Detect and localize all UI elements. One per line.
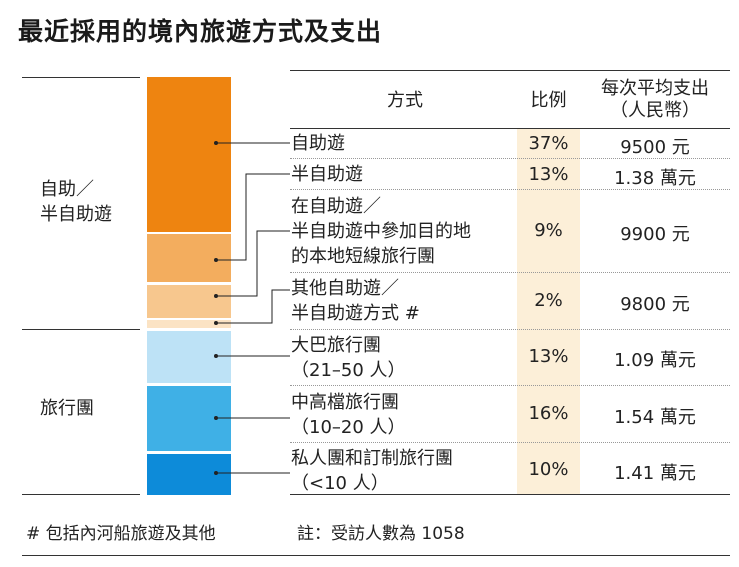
header-cost: 每次平均支出 （人民幣）	[580, 78, 730, 122]
header-cost-line2: （人民幣）	[610, 100, 700, 121]
group-label-self-guided-line2: 半自助遊	[40, 204, 112, 225]
row-method-line: 中高檔旅行團	[291, 392, 399, 413]
row-divider	[290, 442, 730, 443]
table-bottom-rule	[290, 494, 730, 495]
leader-dot-bus-tour	[214, 354, 218, 358]
group-label-self-guided-line1: 自助／	[40, 179, 94, 200]
row-cost-semi-self-guided: 1.38 萬元	[614, 168, 696, 189]
group-label-tour-group-line1: 旅行團	[40, 398, 94, 419]
row-method-line: 半自助遊	[291, 164, 363, 185]
row-divider	[290, 272, 730, 273]
row-pct-local-short-tour: 9%	[534, 220, 563, 241]
row-method-mid-high-tour: 中高檔旅行團 （10–20 人）	[291, 390, 406, 440]
leader-dot-self-guided	[214, 141, 218, 145]
row-method-other-self: 其他自助遊／ 半自助遊方式 #	[291, 276, 420, 326]
left-top-rule	[22, 77, 140, 78]
row-cost-mid-high-tour: 1.54 萬元	[614, 407, 696, 428]
footnote-sample-size: 註：受訪人數為 1058	[297, 524, 465, 544]
row-pct-private-tour: 10%	[528, 459, 569, 480]
row-method-private-tour: 私人團和訂制旅行團 （<10 人）	[291, 446, 453, 496]
row-divider	[290, 385, 730, 386]
page-title: 最近採用的境內旅遊方式及支出	[18, 17, 383, 46]
leader-dot-local-short-tour	[214, 294, 218, 298]
group-label-tour-group: 旅行團	[40, 396, 94, 421]
row-method-bus-tour: 大巴旅行團 （21–50 人）	[291, 333, 406, 383]
bar-segment-local-short-tour	[147, 285, 231, 318]
row-cost-other-self: 9800 元	[620, 294, 690, 315]
leader-line-local-short-tour	[216, 230, 290, 297]
row-cost-local-short-tour: 9900 元	[620, 224, 690, 245]
row-divider	[290, 158, 730, 159]
row-method-line: 自助遊	[291, 133, 345, 154]
row-pct-self-guided: 37%	[528, 133, 569, 154]
row-pct-bus-tour: 13%	[528, 346, 569, 367]
row-method-semi-self-guided: 半自助遊	[291, 162, 363, 187]
row-method-line: （<10 人）	[291, 473, 389, 494]
leader-line-other-self	[216, 289, 290, 324]
row-divider	[290, 329, 730, 330]
row-method-line: （10–20 人）	[291, 417, 406, 438]
leader-dot-semi-self-guided	[214, 258, 218, 262]
header-method: 方式	[387, 90, 423, 111]
row-cost-bus-tour: 1.09 萬元	[614, 350, 696, 371]
row-method-line: 半自助遊中參加目的地	[291, 221, 471, 242]
table-header-rule	[290, 128, 730, 129]
row-pct-mid-high-tour: 16%	[528, 403, 569, 424]
row-cost-private-tour: 1.41 萬元	[614, 463, 696, 484]
row-method-line: 在自助遊／	[291, 196, 381, 217]
table-top-rule	[290, 70, 730, 71]
left-bottom-rule	[22, 494, 140, 495]
bar-segment-self-guided	[147, 77, 231, 232]
header-ratio: 比例	[530, 90, 567, 111]
row-method-line: 半自助遊方式 #	[291, 303, 420, 324]
row-method-line: 私人團和訂制旅行團	[291, 448, 453, 469]
row-method-line: 其他自助遊／	[291, 278, 399, 299]
bar-segment-other-self	[147, 320, 231, 328]
footnote-other: # 包括內河船旅遊及其他	[26, 524, 216, 544]
leader-dot-other-self	[214, 321, 218, 325]
leader-dot-mid-high-tour	[214, 416, 218, 420]
group-label-self-guided: 自助／ 半自助遊	[40, 177, 112, 227]
left-group-divider	[22, 329, 140, 330]
leader-dot-private-tour	[214, 471, 218, 475]
row-method-local-short-tour: 在自助遊／ 半自助遊中參加目的地 的本地短線旅行團	[291, 194, 471, 269]
row-method-line: 的本地短線旅行團	[291, 246, 435, 267]
header-cost-line1: 每次平均支出	[601, 78, 709, 99]
row-pct-other-self: 2%	[534, 290, 563, 311]
row-method-self-guided: 自助遊	[291, 131, 345, 156]
row-cost-self-guided: 9500 元	[620, 137, 690, 158]
leader-line-semi-self-guided	[216, 173, 290, 261]
row-method-line: 大巴旅行團	[291, 335, 381, 356]
row-divider	[290, 189, 730, 190]
row-method-line: （21–50 人）	[291, 360, 406, 381]
footer-rule	[22, 555, 730, 556]
row-pct-semi-self-guided: 13%	[528, 164, 569, 185]
